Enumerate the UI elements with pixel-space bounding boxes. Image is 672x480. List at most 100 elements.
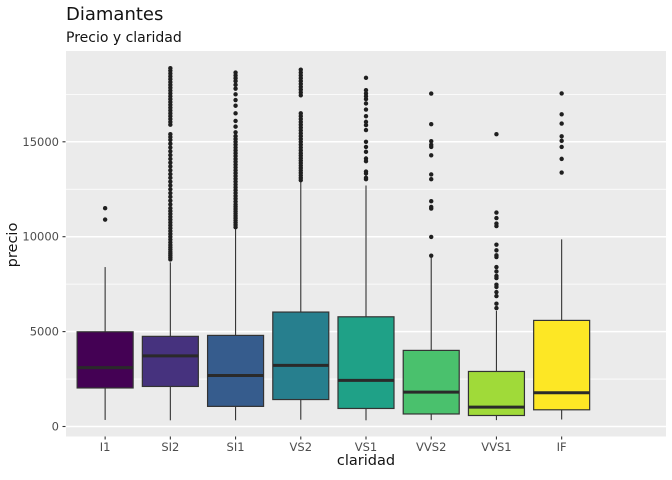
outlier-dot-IF — [559, 138, 564, 144]
box-VS2 — [272, 311, 330, 401]
outlier-dot-SI1 — [233, 133, 238, 139]
outlier-dot-SI2 — [168, 171, 173, 177]
outlier-dot-VS1 — [363, 113, 369, 119]
outlier-dot-SI2 — [168, 145, 173, 150]
outlier-dot-VVS2 — [429, 172, 434, 177]
outlier-dot-SI2 — [168, 206, 173, 211]
y-axis-title: precio — [5, 222, 21, 268]
outlier-dot-I1 — [102, 217, 108, 222]
outlier-dot-VVS1 — [494, 210, 499, 215]
box-VVS2 — [402, 349, 460, 415]
outlier-dot-SI2 — [168, 164, 173, 169]
outlier-dot-VVS2 — [429, 253, 434, 258]
outlier-dot-SI2 — [168, 132, 173, 137]
outlier-dot-VVS1 — [494, 293, 499, 299]
outlier-dot-VS1 — [363, 156, 369, 161]
outlier-dot-VS1 — [363, 139, 369, 144]
outlier-dot-VVS1 — [494, 269, 499, 274]
outlier-dot-VVS2 — [429, 142, 434, 148]
outlier-dot-SI2 — [168, 179, 173, 184]
outlier-dot-VS1 — [363, 175, 369, 181]
box-IF — [533, 319, 591, 411]
box-SI2 — [141, 335, 199, 388]
chart-subtitle: Precio y claridad — [66, 30, 182, 46]
outlier-dot-SI1 — [233, 118, 238, 124]
y-tick-label: 15000 — [22, 135, 59, 149]
outlier-dot-VS1 — [363, 122, 369, 128]
outlier-dot-VVS1 — [494, 132, 499, 137]
y-tick-label: 10000 — [22, 230, 59, 244]
outlier-dot-SI2 — [168, 183, 173, 188]
x-tick-label: SI1 — [227, 440, 245, 454]
outlier-dot-SI1 — [233, 130, 238, 135]
outlier-dot-VVS1 — [494, 221, 499, 226]
outlier-dot-SI2 — [168, 190, 173, 196]
outlier-dot-IF — [559, 112, 564, 117]
chart-title: Diamantes — [66, 4, 164, 25]
outlier-dot-VVS1 — [494, 248, 499, 253]
x-tick-label: VVS2 — [416, 440, 446, 454]
outlier-dot-VS2 — [298, 111, 303, 116]
outlier-dot-SI2 — [168, 149, 173, 154]
outlier-dot-VS2 — [298, 67, 303, 72]
outlier-dot-VS1 — [363, 101, 369, 106]
outlier-dot-VVS2 — [429, 139, 434, 144]
outlier-dot-VS1 — [363, 91, 369, 96]
box-I1 — [76, 331, 134, 389]
x-tick-label: SI2 — [161, 440, 179, 454]
outlier-dot-VVS1 — [494, 242, 499, 247]
outlier-dot-IF — [559, 144, 564, 150]
outlier-dot-SI2 — [168, 198, 173, 203]
outlier-dot-SI2 — [168, 202, 173, 207]
outlier-dot-SI2 — [168, 65, 173, 71]
outlier-dot-SI1 — [233, 86, 238, 91]
outlier-dot-VVS2 — [429, 199, 434, 204]
outlier-dot-VVS2 — [429, 153, 434, 158]
outlier-dot-SI1 — [233, 97, 238, 103]
outlier-dot-VS1 — [363, 107, 369, 112]
outlier-dot-IF — [559, 91, 564, 96]
outlier-dot-SI2 — [168, 156, 173, 162]
outlier-dot-VVS2 — [429, 234, 434, 240]
outlier-dot-VS1 — [363, 144, 369, 150]
x-tick-label: IF — [557, 440, 567, 454]
outlier-dot-VVS2 — [429, 176, 434, 182]
box-VS1 — [337, 316, 395, 410]
outlier-dot-VS1 — [363, 119, 369, 125]
outlier-dot-SI2 — [168, 152, 173, 158]
outlier-dot-VVS2 — [429, 121, 434, 127]
outlier-dot-SI2 — [168, 175, 173, 181]
outlier-dot-VVS2 — [429, 204, 434, 210]
outlier-dot-SI1 — [233, 92, 238, 97]
x-tick-label: VS1 — [355, 440, 377, 454]
x-axis-title: claridad — [336, 453, 396, 469]
outlier-dot-SI2 — [168, 194, 173, 200]
x-tick-label: I1 — [100, 440, 111, 454]
y-tick-label: 5000 — [30, 325, 59, 339]
outlier-dot-SI1 — [233, 82, 238, 88]
outlier-dot-VVS1 — [494, 264, 499, 270]
outlier-dot-SI1 — [233, 124, 238, 129]
outlier-dot-VVS1 — [494, 253, 499, 258]
outlier-dot-VS1 — [363, 127, 369, 133]
outlier-dot-SI2 — [168, 160, 173, 165]
outlier-dot-SI1 — [233, 70, 238, 75]
x-tick-label: VS2 — [290, 440, 312, 454]
outlier-dot-SI2 — [168, 187, 173, 192]
outlier-dot-IF — [559, 121, 564, 126]
outlier-dot-VS1 — [363, 149, 369, 155]
outlier-dot-IF — [559, 134, 564, 139]
outlier-dot-VVS1 — [494, 282, 499, 287]
outlier-dot-VS1 — [363, 75, 369, 81]
outlier-dot-VVS1 — [494, 215, 499, 221]
outlier-dot-I1 — [102, 206, 108, 211]
outlier-dot-VVS2 — [429, 91, 434, 96]
outlier-dot-VVS1 — [494, 301, 499, 306]
y-tick-label: 0 — [52, 420, 59, 434]
box-VVS1 — [467, 370, 526, 417]
outlier-dot-SI2 — [168, 168, 173, 173]
outlier-dot-VS1 — [363, 169, 369, 174]
outlier-dot-VVS1 — [494, 305, 499, 311]
